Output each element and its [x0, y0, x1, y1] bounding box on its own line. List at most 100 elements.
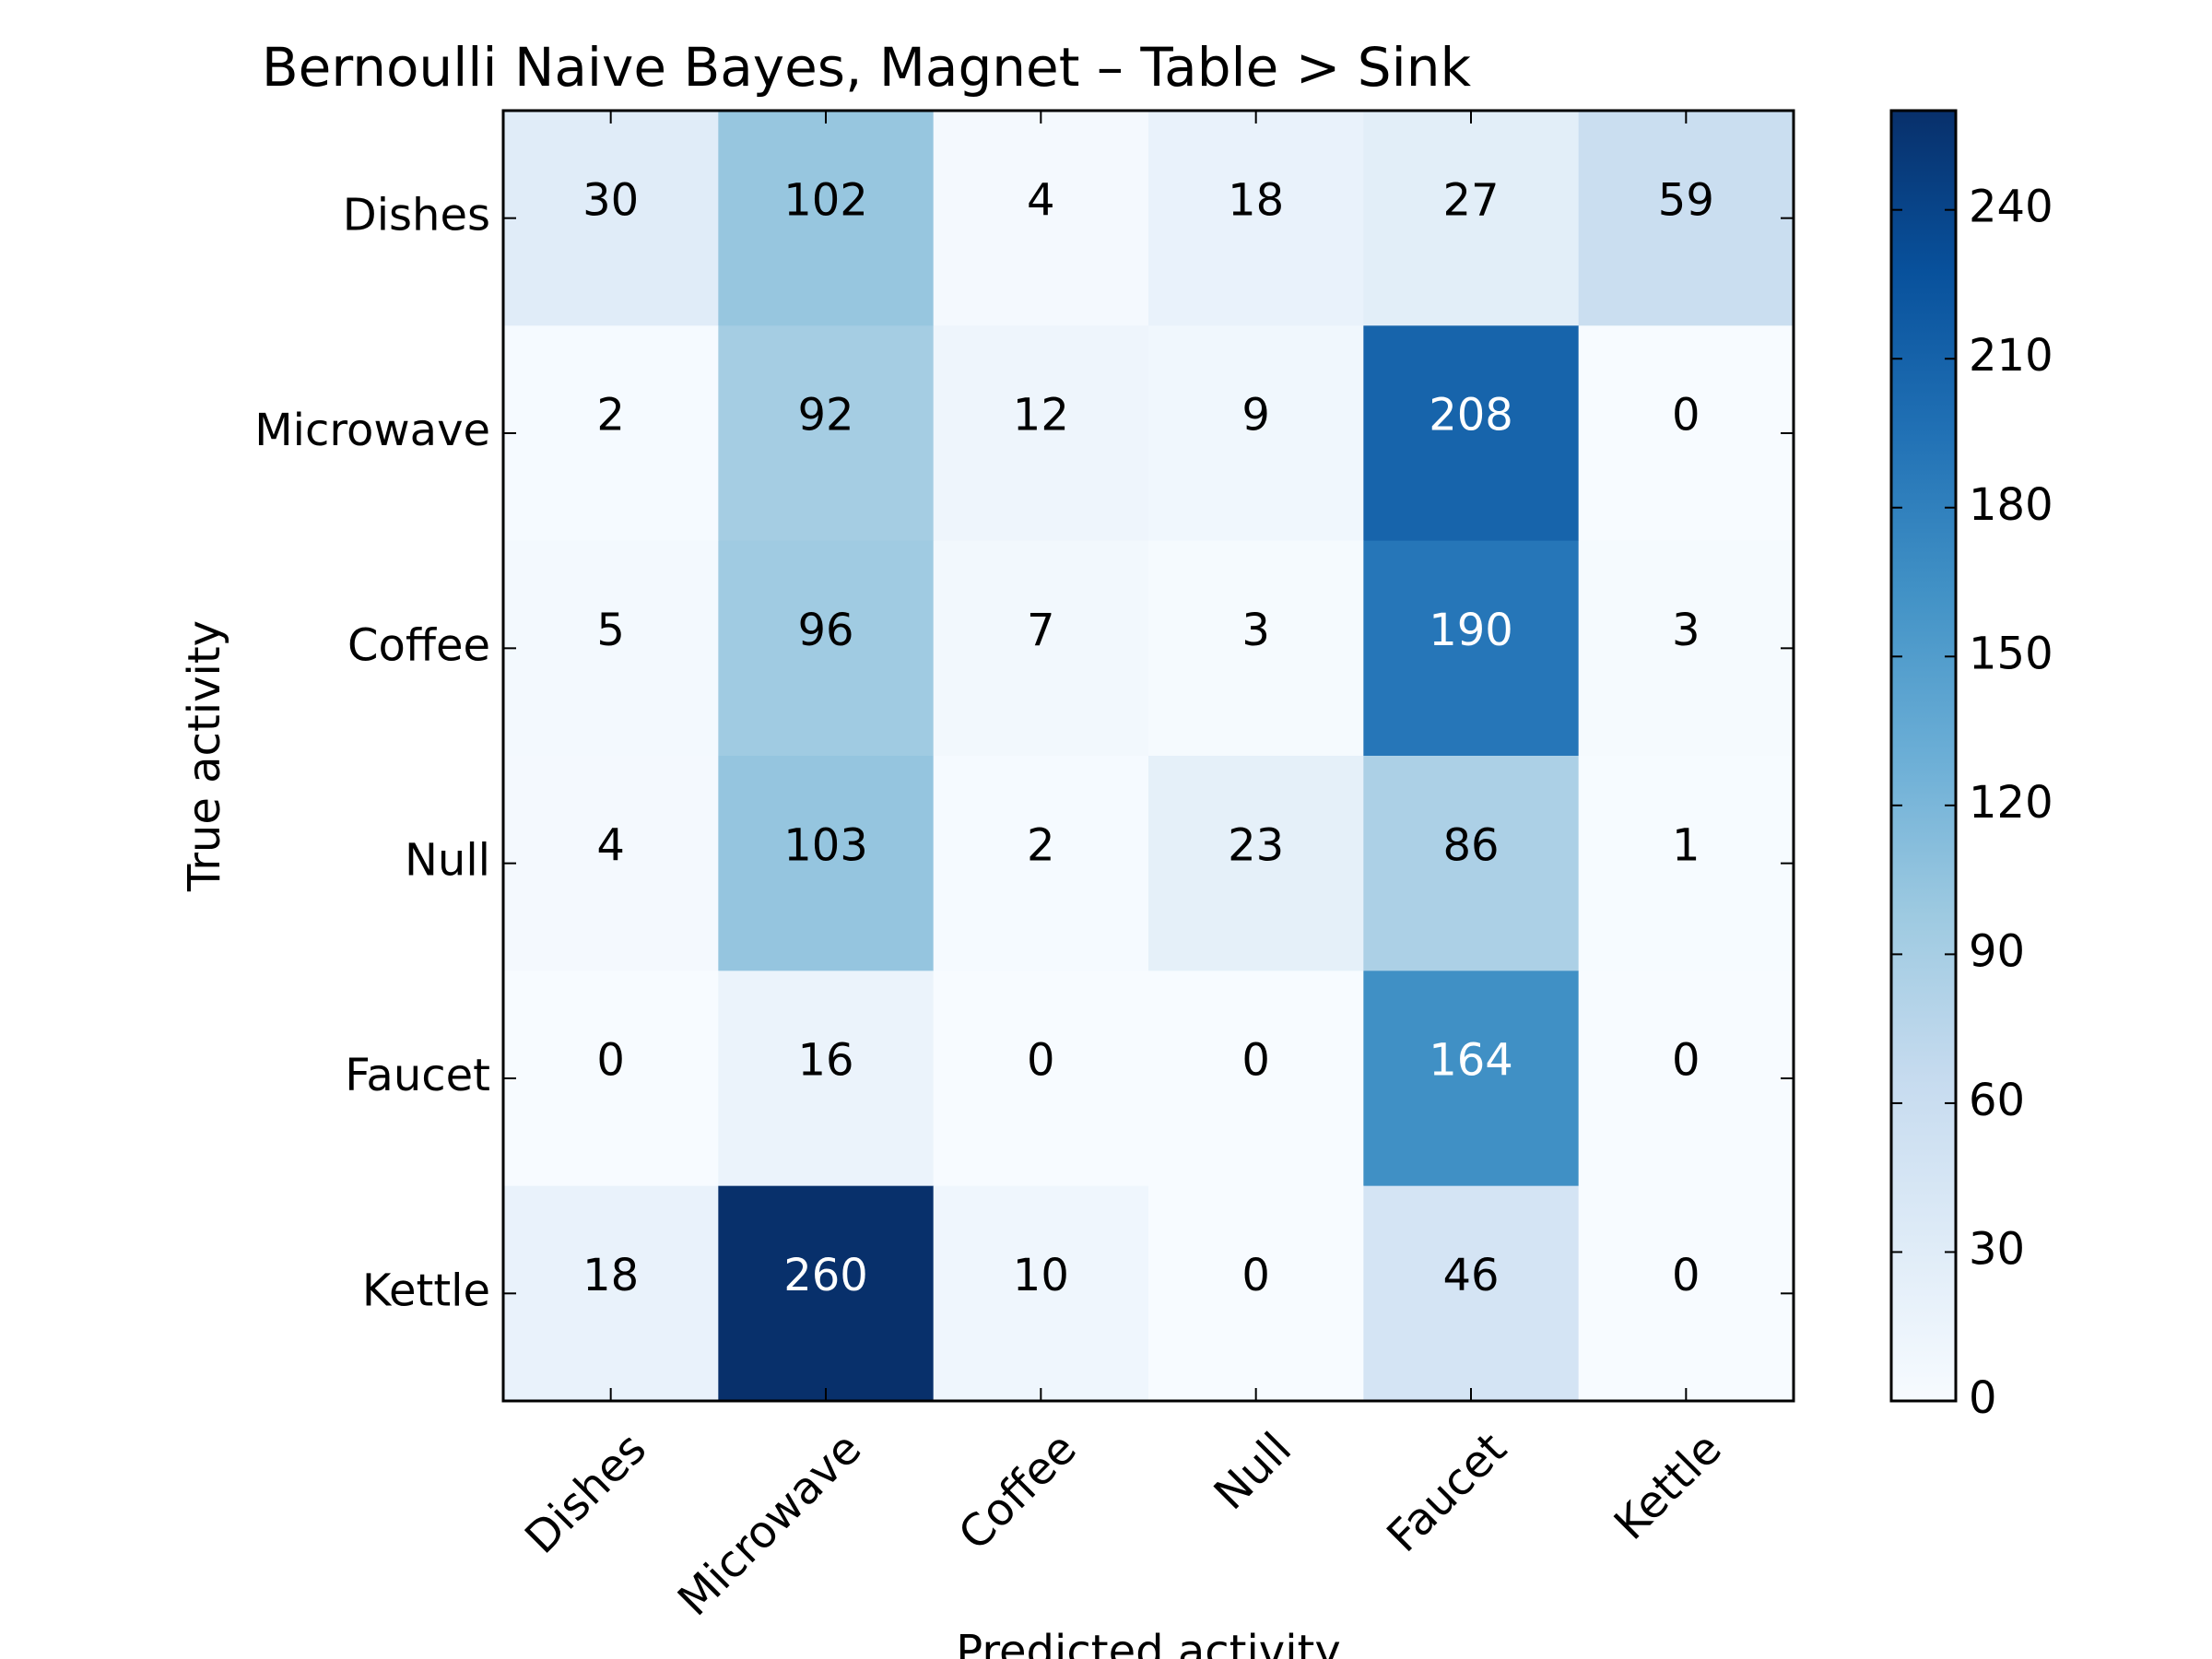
- y-tick-label: Kettle: [362, 1265, 490, 1316]
- heatmap-cell: [933, 756, 1149, 971]
- cell-value-label: 27: [1442, 174, 1499, 226]
- cell-value-label: 0: [1027, 1035, 1055, 1087]
- x-tick-label: Faucet: [1377, 1423, 1516, 1562]
- heatmap-cell: [933, 971, 1149, 1187]
- heatmap-cell: [1363, 1185, 1580, 1402]
- heatmap-cell: [1578, 540, 1794, 757]
- cell-value-label: 0: [596, 1035, 625, 1087]
- cell-value-label: 2: [596, 390, 625, 441]
- heatmap-cell: [1148, 971, 1364, 1187]
- heatmap-cell: [718, 111, 935, 326]
- heatmap-cell: [1578, 756, 1794, 971]
- cell-value-label: 4: [596, 819, 625, 871]
- chart-title: Bernoulli Naive Bayes, Magnet – Table > …: [262, 36, 1472, 99]
- heatmap-cell: [503, 540, 719, 757]
- heatmap-cell: [718, 971, 935, 1187]
- y-tick-label: Microwave: [254, 405, 490, 456]
- cell-value-label: 2: [1027, 819, 1055, 871]
- plot-frame: [501, 109, 1795, 1403]
- cell-value-label: 190: [1429, 605, 1513, 656]
- colorbar-tick-label: 0: [1969, 1372, 1997, 1424]
- cell-value-label: 92: [797, 390, 853, 441]
- cell-value-label: 30: [582, 174, 639, 226]
- heatmap-cells: [503, 111, 1794, 1402]
- cell-value-label: 9: [1241, 390, 1270, 441]
- cell-value-label: 16: [797, 1035, 853, 1087]
- cell-value-label: 0: [1672, 1035, 1700, 1087]
- cell-value-label: 59: [1658, 174, 1714, 226]
- cell-value-label: 0: [1672, 1250, 1700, 1301]
- y-tick-label: Coffee: [347, 619, 490, 671]
- heatmap-cell: [1148, 325, 1364, 542]
- heatmap-cell: [503, 325, 719, 542]
- cell-value-label: 3: [1241, 605, 1270, 656]
- heatmap-cell: [718, 325, 935, 542]
- y-axis-tick-labels: Dishes Microwave Coffee Null Faucet Kettle: [254, 190, 490, 1317]
- heatmap-cell: [1578, 111, 1794, 326]
- cell-value-label: 86: [1442, 819, 1499, 871]
- x-tick-label: Kettle: [1605, 1423, 1732, 1550]
- heatmap-cell: [1363, 325, 1580, 542]
- y-axis-label: True activity: [179, 620, 230, 892]
- cell-value-label: 0: [1241, 1035, 1270, 1087]
- heatmap-cell: [718, 540, 935, 757]
- axis-ticks: [503, 111, 1794, 1401]
- heatmap-cell-labels: 30 102 4 18 27 59 2 92 12 9 208 0 5 96 7 3 190 3 4 103 2 23 86…: [582, 174, 1714, 1301]
- colorbar-ticks: 0 30 60 90 120 150 180 210 240: [1891, 182, 2053, 1424]
- cell-value-label: 18: [582, 1250, 639, 1301]
- colorbar-gradient: [1889, 109, 1958, 1403]
- heatmap-cell: [1363, 971, 1580, 1187]
- cell-value-label: 260: [783, 1250, 868, 1301]
- heatmap-cell: [933, 111, 1149, 326]
- cell-value-label: 0: [1241, 1250, 1270, 1301]
- cell-value-label: 7: [1027, 605, 1055, 656]
- cell-value-label: 23: [1228, 819, 1284, 871]
- x-tick-label: Microwave: [668, 1423, 871, 1626]
- heatmap-cell: [1363, 540, 1580, 757]
- heatmap-cell: [503, 971, 719, 1187]
- heatmap-cell: [1148, 1185, 1364, 1402]
- cell-value-label: 0: [1672, 390, 1700, 441]
- x-axis-tick-labels: Dishes Microwave Coffee Null Faucet Kettle: [515, 1423, 1732, 1626]
- y-tick-label: Null: [405, 835, 490, 887]
- x-axis-label: Predicted activity: [956, 1626, 1341, 1659]
- cell-value-label: 3: [1672, 605, 1700, 656]
- heatmap-cell: [933, 1185, 1149, 1402]
- cell-value-label: 1: [1672, 819, 1700, 871]
- x-tick-label: Null: [1205, 1423, 1301, 1520]
- heatmap-cell: [933, 325, 1149, 542]
- cell-value-label: 96: [797, 605, 853, 656]
- colorbar-tick-label: 60: [1969, 1075, 2025, 1126]
- colorbar-tick-label: 180: [1969, 479, 2053, 531]
- heatmap-cell: [503, 1185, 719, 1402]
- heatmap-cell: [1578, 1185, 1794, 1402]
- x-tick-label: Dishes: [515, 1423, 656, 1564]
- colorbar-tick-label: 30: [1969, 1223, 2025, 1275]
- cell-value-label: 103: [783, 819, 868, 871]
- heatmap-cell: [1578, 325, 1794, 542]
- cell-value-label: 5: [596, 605, 625, 656]
- cell-value-label: 4: [1027, 174, 1055, 226]
- colorbar-tick-label: 210: [1969, 330, 2053, 382]
- heatmap-cell: [1148, 756, 1364, 971]
- colorbar-tick-label: 120: [1969, 777, 2053, 829]
- colorbar-tick-label: 150: [1969, 628, 2053, 679]
- heatmap-cell: [1363, 111, 1580, 326]
- heatmap-cell: [503, 111, 719, 326]
- heatmap-cell: [718, 1185, 935, 1402]
- cell-value-label: 208: [1429, 390, 1513, 441]
- cell-value-label: 46: [1442, 1250, 1499, 1301]
- heatmap-cell: [503, 756, 719, 971]
- cell-value-label: 12: [1013, 390, 1069, 441]
- cell-value-label: 18: [1228, 174, 1284, 226]
- heatmap-cell: [1148, 540, 1364, 757]
- y-tick-label: Faucet: [345, 1050, 490, 1101]
- cell-value-label: 102: [783, 174, 868, 226]
- heatmap-cell: [1148, 111, 1364, 326]
- heatmap-cell: [1578, 971, 1794, 1187]
- cell-value-label: 164: [1429, 1035, 1513, 1087]
- x-tick-label: Coffee: [949, 1423, 1087, 1560]
- heatmap-cell: [718, 756, 935, 971]
- heatmap-cell: [1363, 756, 1580, 971]
